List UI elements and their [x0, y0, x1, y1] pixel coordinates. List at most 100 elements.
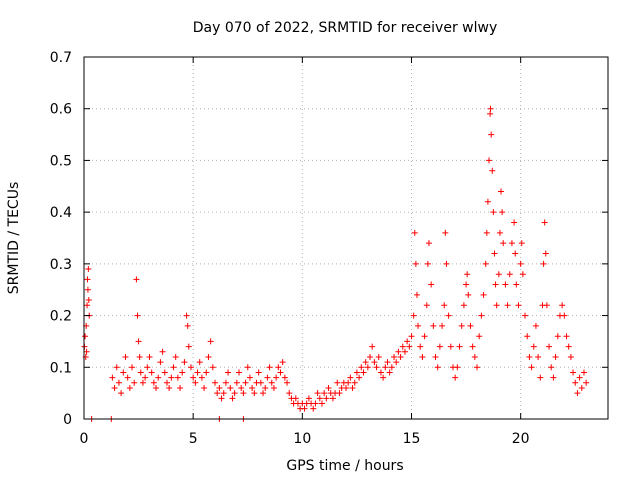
- data-point: [203, 369, 210, 376]
- chart-title: Day 070 of 2022, SRMTID for receiver wlw…: [193, 20, 498, 36]
- y-tick-label: 0.4: [50, 205, 72, 221]
- y-tick-label: 0: [63, 412, 72, 428]
- data-point: [161, 369, 168, 376]
- data-point: [567, 353, 574, 360]
- data-point: [511, 219, 518, 226]
- data-point: [329, 395, 336, 402]
- data-point: [508, 240, 515, 247]
- data-point: [334, 379, 341, 386]
- data-point: [512, 250, 519, 257]
- data-point: [137, 369, 144, 376]
- data-point: [225, 369, 232, 376]
- data-point: [393, 359, 400, 366]
- data-point: [109, 374, 116, 381]
- data-point: [312, 400, 319, 407]
- data-point: [275, 364, 282, 371]
- data-point: [464, 271, 471, 278]
- data-point: [441, 302, 448, 309]
- data-point: [316, 395, 323, 402]
- data-point: [231, 390, 238, 397]
- data-point: [375, 353, 382, 360]
- data-point: [417, 343, 424, 350]
- data-point: [113, 364, 120, 371]
- data-point: [157, 359, 164, 366]
- data-point: [177, 384, 184, 391]
- data-point: [463, 281, 470, 288]
- x-axis-label: GPS time / hours: [286, 458, 403, 474]
- data-point: [570, 369, 577, 376]
- data-point: [240, 390, 247, 397]
- data-point: [115, 379, 122, 386]
- y-tick-label: 0.3: [50, 257, 72, 273]
- data-point: [196, 359, 203, 366]
- data-point: [537, 374, 544, 381]
- data-point: [478, 312, 485, 319]
- data-point: [212, 379, 218, 386]
- data-point: [323, 395, 330, 402]
- data-point: [443, 260, 450, 267]
- data-point: [142, 374, 149, 381]
- data-point: [216, 384, 223, 391]
- data-point: [136, 353, 143, 360]
- data-point: [458, 322, 465, 329]
- data-point: [572, 379, 579, 386]
- data-point: [452, 374, 459, 381]
- data-point: [194, 369, 201, 376]
- data-point: [227, 384, 234, 391]
- x-tick-label: 20: [512, 431, 530, 447]
- data-point: [554, 333, 561, 340]
- data-point: [314, 390, 321, 397]
- data-point: [519, 271, 526, 278]
- data-point: [404, 338, 411, 345]
- data-point: [384, 359, 391, 366]
- data-point: [360, 369, 367, 376]
- data-point: [273, 374, 280, 381]
- data-point: [498, 188, 505, 195]
- data-point: [563, 333, 570, 340]
- data-point: [356, 374, 363, 381]
- data-point: [442, 229, 449, 236]
- data-point: [242, 379, 249, 386]
- data-point: [530, 343, 537, 350]
- data-point: [353, 369, 360, 376]
- data-point: [578, 384, 585, 391]
- data-point: [84, 302, 91, 309]
- data-point: [139, 379, 146, 386]
- data-point: [524, 333, 531, 340]
- data-point: [430, 322, 437, 329]
- data-point: [528, 364, 535, 371]
- data-point: [190, 374, 197, 381]
- data-point: [411, 229, 418, 236]
- data-point: [469, 343, 476, 350]
- data-point: [439, 322, 446, 329]
- data-point: [386, 369, 393, 376]
- data-point: [502, 281, 509, 288]
- data-point: [506, 271, 513, 278]
- data-point: [133, 276, 140, 283]
- data-point: [576, 374, 583, 381]
- data-point: [474, 364, 480, 371]
- data-point: [184, 322, 191, 329]
- data-point: [187, 364, 194, 371]
- data-point: [244, 364, 251, 371]
- data-point: [146, 353, 153, 360]
- data-point: [286, 390, 293, 397]
- data-point: [246, 374, 253, 381]
- data-point: [181, 359, 188, 366]
- grid: [84, 57, 608, 419]
- data-point: [406, 343, 413, 350]
- data-point: [492, 281, 499, 288]
- data-point: [488, 131, 495, 138]
- data-point: [424, 260, 431, 267]
- data-point: [490, 209, 497, 216]
- data-point: [358, 364, 365, 371]
- data-point: [561, 312, 568, 319]
- data-point: [540, 260, 547, 267]
- data-point: [546, 343, 553, 350]
- data-point: [270, 384, 277, 391]
- data-point: [535, 353, 542, 360]
- data-point: [476, 333, 483, 340]
- data-point: [260, 390, 267, 397]
- data-point: [367, 353, 374, 360]
- data-point: [487, 110, 494, 117]
